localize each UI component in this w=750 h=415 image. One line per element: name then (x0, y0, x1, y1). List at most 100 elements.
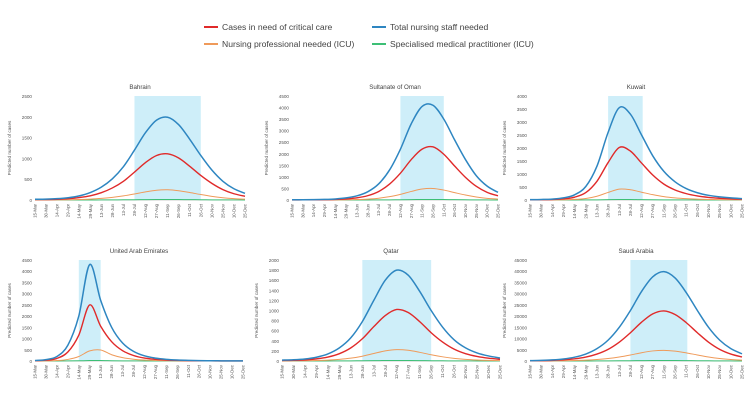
x-tick-label: 28-Jul (628, 204, 633, 216)
x-tick-label: 28-Jul (131, 365, 136, 377)
x-tick-label: 11-Oct (187, 203, 192, 217)
x-tick-label: 29-Apr (314, 364, 319, 378)
x-tick-label: 14-Apr (54, 364, 59, 378)
highlight-band (362, 260, 432, 361)
x-tick-label: 29-May (583, 364, 588, 379)
x-tick-label: 11-Sep (165, 203, 170, 217)
x-tick-label: 14-May (77, 203, 82, 218)
x-tick-label: 10-Dec (231, 203, 236, 218)
chart-4: 0 500 1000 1500 2000 2500 3000 3500 4000 4500 15-M… (7, 248, 246, 380)
chart-title: Saudi Arabia (618, 248, 654, 255)
x-tick-label: 14-May (325, 364, 330, 379)
y-tick-label: 1000 (22, 337, 33, 342)
legend-item-nursing: Total nursing staff needed (372, 22, 488, 32)
legend: Cases in need of critical care Total nur… (204, 22, 564, 56)
series-line-nursing (281, 269, 501, 361)
y-tick-label: 2500 (279, 140, 290, 145)
series-line-icu-nurse (281, 349, 501, 362)
x-tick-label: 28-Jul (387, 204, 392, 216)
x-tick-label: 15-Mar (528, 364, 533, 378)
y-tick-label: 1000 (22, 156, 33, 161)
x-tick-label: 13-Jun (594, 364, 599, 378)
y-tick-label: 2500 (22, 94, 33, 99)
x-tick-label: 13-Jul (371, 365, 376, 377)
x-tick-label: 28-Jul (628, 365, 633, 377)
y-tick-label: 3500 (279, 117, 290, 122)
y-tick-label: 35000 (514, 280, 527, 285)
y-tick-label: 1000 (517, 172, 528, 177)
x-tick-label: 26-Oct (695, 203, 700, 217)
y-tick-label: 0 (276, 359, 279, 364)
highlight-band (78, 260, 101, 361)
chart-title: Sultanate of Oman (369, 84, 421, 91)
chart-2: 0 500 1000 1500 2000 2500 3000 3500 4000 4500 15-M… (264, 84, 501, 219)
x-tick-label: 25-Nov (219, 364, 224, 379)
x-tick-label: 25-Nov (717, 364, 722, 379)
x-tick-label: 25-Dec (241, 364, 246, 379)
x-tick-label: 11-Oct (440, 364, 445, 378)
x-tick-label: 25-Dec (740, 364, 745, 379)
legend-swatch-icu-nurse (204, 43, 218, 45)
x-tick-label: 30-Mar (539, 203, 544, 217)
x-tick-label: 26-Sep (176, 203, 181, 218)
x-tick-label: 11-Oct (684, 203, 689, 217)
x-tick-label: 26-Sep (430, 203, 435, 218)
series-line-critical (529, 146, 743, 201)
chart-title: United Arab Emirates (110, 248, 168, 255)
legend-label-specialist: Specialised medical practitioner (ICU) (390, 39, 534, 49)
x-tick-label: 10-Dec (485, 203, 490, 218)
x-tick-label: 13-Jun (98, 364, 103, 378)
x-tick-label: 27-Aug (650, 203, 655, 218)
y-tick-label: 3000 (22, 292, 33, 297)
y-tick-label: 0 (524, 198, 527, 203)
y-tick-label: 15000 (514, 325, 527, 330)
x-tick-label: 10-Nov (706, 203, 711, 218)
x-tick-label: 27-Aug (153, 364, 158, 379)
y-tick-label: 2500 (517, 133, 528, 138)
y-tick-label: 25000 (514, 303, 527, 308)
y-tick-label: 1400 (269, 288, 280, 293)
x-tick-label: 12-Aug (639, 364, 644, 379)
x-tick-label: 13-Jul (121, 204, 126, 216)
series-line-icu-nurse (292, 187, 499, 201)
x-tick-label: 14-May (333, 203, 338, 218)
series-line-nursing (529, 270, 743, 362)
legend-label-icu-nurse: Nursing professional needed (ICU) (222, 39, 355, 49)
x-tick-label: 29-Apr (561, 364, 566, 378)
x-tick-label: 25-Nov (475, 364, 480, 379)
x-tick-label: 14-Apr (55, 203, 60, 217)
x-tick-label: 25-Dec (243, 203, 248, 218)
x-tick-label: 30-Mar (539, 364, 544, 378)
y-axis-label: Predicted number of cases (254, 282, 259, 337)
x-tick-label: 28-Jun (360, 364, 365, 378)
x-tick-label: 11-Sep (164, 364, 169, 378)
chart-1: 0 500 1000 1500 2000 2500 15-Mar 30-Mar 14-Apr 29… (7, 84, 248, 219)
x-tick-label: 29-Apr (322, 203, 327, 217)
y-tick-label: 1500 (517, 159, 528, 164)
x-tick-label: 26-Oct (452, 364, 457, 378)
y-tick-label: 2000 (22, 314, 33, 319)
x-tick-label: 28-Jul (383, 365, 388, 377)
x-tick-label: 10-Dec (728, 203, 733, 218)
y-tick-label: 2500 (22, 303, 33, 308)
x-tick-label: 13-Jun (99, 203, 104, 217)
x-tick-label: 30-Mar (300, 203, 305, 217)
x-tick-label: 29-Apr (66, 203, 71, 217)
x-tick-label: 10-Dec (486, 364, 491, 379)
y-tick-label: 45000 (514, 258, 527, 263)
chart-title: Bahrain (129, 84, 151, 91)
legend-label-critical: Cases in need of critical care (222, 22, 333, 32)
x-tick-label: 11-Sep (661, 364, 666, 378)
y-axis-label: Predicted number of cases (7, 120, 12, 175)
chart-title: Kuwait (627, 84, 646, 91)
x-tick-label: 25-Dec (496, 203, 501, 218)
series-line-icu-nurse (34, 349, 244, 362)
y-tick-label: 2000 (279, 152, 290, 157)
x-tick-label: 14-Apr (311, 203, 316, 217)
y-tick-label: 40000 (514, 269, 527, 274)
y-tick-label: 20000 (514, 314, 527, 319)
x-tick-label: 11-Oct (186, 364, 191, 378)
y-tick-label: 1800 (269, 268, 280, 273)
y-tick-label: 200 (271, 349, 279, 354)
